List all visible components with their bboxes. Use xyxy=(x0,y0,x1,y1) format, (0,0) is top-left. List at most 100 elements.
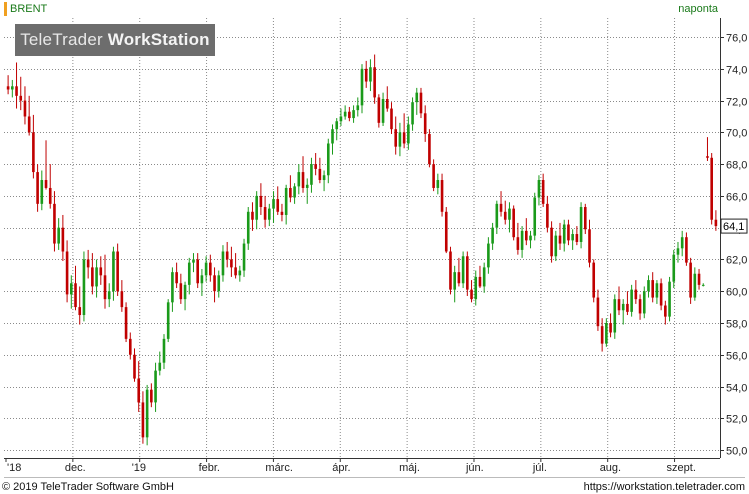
candle-body xyxy=(423,113,427,134)
candle-body xyxy=(112,251,115,292)
candle-body xyxy=(335,121,339,130)
candle-body xyxy=(305,184,309,188)
candle-body xyxy=(343,111,347,117)
candle-body xyxy=(605,322,608,344)
candle-body xyxy=(537,180,541,198)
candle-body xyxy=(617,299,621,311)
candle-body xyxy=(230,259,233,268)
candle-body xyxy=(672,254,676,282)
candle-body xyxy=(588,229,591,263)
candle-body xyxy=(310,164,313,185)
x-tick-label: '19 xyxy=(132,462,146,474)
candle-body xyxy=(558,235,562,244)
candle-body xyxy=(613,299,617,333)
candle-body xyxy=(659,283,663,306)
candle-body xyxy=(571,234,574,241)
candle-body xyxy=(11,86,14,90)
y-tick-label: 66,0 xyxy=(726,192,747,204)
candle-body xyxy=(272,199,275,209)
brand-part2: WorkStation xyxy=(107,30,210,49)
y-tick-label: 70,0 xyxy=(726,128,747,140)
candle-body xyxy=(710,157,713,220)
footer-url[interactable]: https://workstation.teletrader.com xyxy=(583,481,745,493)
y-tick-label: 58,0 xyxy=(726,319,747,331)
candle-body xyxy=(61,227,65,252)
candle-body xyxy=(600,326,604,344)
candle-body xyxy=(390,108,393,130)
y-tick-label: 54,0 xyxy=(726,383,747,395)
candle-body xyxy=(183,284,187,300)
candle-body xyxy=(453,272,456,290)
candle-body xyxy=(394,129,398,147)
x-tick-label: febr. xyxy=(199,462,220,474)
candle-body xyxy=(444,211,448,252)
x-tick-label: máj. xyxy=(399,462,420,474)
candle-body xyxy=(432,164,435,188)
x-tick-label: ápr. xyxy=(332,462,350,474)
candle-body xyxy=(676,248,680,255)
candle-body xyxy=(706,156,709,158)
candle-body xyxy=(562,224,566,244)
candle-body xyxy=(145,389,149,438)
copyright-text: © 2019 TeleTrader Software GmbH xyxy=(2,481,174,493)
candle-body xyxy=(251,211,254,220)
candle-body xyxy=(301,172,305,188)
candle-body xyxy=(520,230,524,250)
candle-body xyxy=(69,283,73,295)
candle-body xyxy=(213,275,216,292)
candle-body xyxy=(246,211,250,244)
candle-body xyxy=(697,273,701,285)
candle-body xyxy=(103,275,107,300)
brand-watermark: TeleTrader WorkStation xyxy=(15,24,215,56)
candle-body xyxy=(436,180,440,188)
candle-body xyxy=(693,273,697,298)
candle-body xyxy=(259,195,263,208)
candle-body xyxy=(407,124,410,144)
candle-body xyxy=(120,291,124,308)
last-price-box xyxy=(720,218,748,234)
candle-body xyxy=(187,262,191,285)
candle-body xyxy=(474,276,478,300)
candle-body xyxy=(533,197,537,236)
candle-body xyxy=(360,68,364,106)
candle-body xyxy=(289,187,292,198)
candle-body xyxy=(680,237,684,249)
candle-body xyxy=(238,270,242,276)
candle-body xyxy=(154,370,157,403)
candle-body xyxy=(171,272,174,303)
candle-body xyxy=(255,195,258,220)
candle-body xyxy=(150,389,153,403)
y-tick-label: 56,0 xyxy=(726,351,747,363)
candle-body xyxy=(398,132,402,147)
candle-body xyxy=(638,299,642,314)
candle-body xyxy=(457,272,461,284)
candle-body xyxy=(668,281,671,317)
candle-body xyxy=(428,133,431,165)
candle-body xyxy=(204,262,208,276)
y-tick-label: 52,0 xyxy=(726,414,747,426)
candle-body xyxy=(579,207,583,242)
y-tick-label: 62,0 xyxy=(726,255,747,267)
candle-body xyxy=(280,211,284,215)
brand-part1: TeleTrader xyxy=(20,30,108,49)
candle-body xyxy=(369,67,372,82)
y-tick-label: 74,0 xyxy=(726,65,747,77)
candle-body xyxy=(664,305,667,317)
candle-body xyxy=(318,168,322,181)
candle-body xyxy=(647,280,650,292)
x-tick-label: '18 xyxy=(7,462,21,474)
candle-body xyxy=(385,99,389,109)
candle-body xyxy=(116,251,119,292)
x-tick-label: szept. xyxy=(667,462,696,474)
candle-body xyxy=(32,132,35,173)
candle-body xyxy=(133,354,136,379)
candle-body xyxy=(209,262,212,276)
candle-body xyxy=(377,97,381,123)
candle-body xyxy=(44,180,48,188)
candle-body xyxy=(478,276,482,287)
candle-body xyxy=(419,92,423,114)
candle-body xyxy=(27,116,31,133)
candle-body xyxy=(78,307,82,316)
